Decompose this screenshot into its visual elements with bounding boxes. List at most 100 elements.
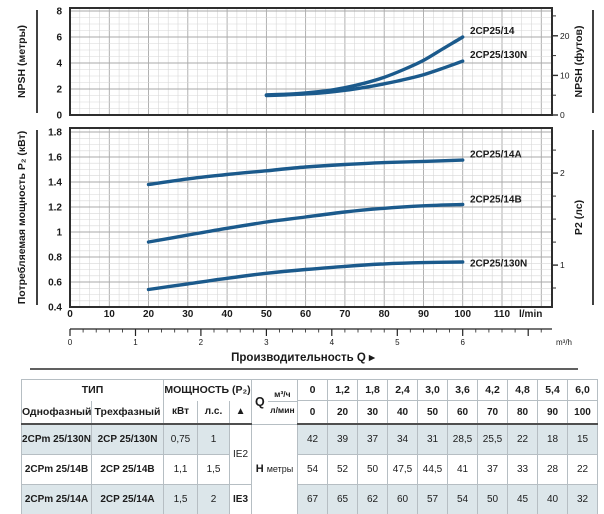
table-cell: 25,5 [477,423,509,455]
y-tick-label: 1.4 [48,178,62,189]
x-tick-label: 100 [454,309,471,320]
table-cell: 0,75 [163,423,199,455]
table-cell: 5,4 [537,379,569,401]
curve-2CP25/130N [146,260,465,292]
table-cell: 1,5 [163,484,199,514]
p2-chart: 0.4 0.6 0.8 1 1.2 1.4 1.6 1.8 1 2 2CP25/14A 2CP25/1… [16,127,594,314]
y-tick-label: 0.8 [48,253,62,264]
table-cell: 3,0 [417,379,449,401]
right-tick-label: 10 [560,70,570,80]
x-tick-label: 90 [418,309,430,320]
y-tick-label: 4 [56,59,62,70]
m3h-tick-label: 0 [68,338,73,347]
table-cell: 4,2 [477,379,509,401]
table-cell: 6,0 [567,379,599,401]
table-cell: 70 [477,400,509,425]
table-cell: 50 [477,484,509,514]
table-cell: 32 [567,484,599,514]
table-cell: 80 [507,400,539,425]
table-cell: 28,5 [447,423,479,455]
x-tick-label: 50 [261,309,273,320]
y-tick-label: 1.8 [48,128,62,139]
table-cell: 52 [327,454,359,485]
m3h-ruler: 0 1 2 3 4 5 6 m³/h [68,328,572,347]
table-cell: 2CPm 25/14A [21,484,92,514]
table-cell: 41 [447,454,479,485]
m3h-unit-label: m³/h [556,338,572,347]
table-cell: 4,8 [507,379,539,401]
table-cell: 3,6 [447,379,479,401]
table-row-14B: 2CPm 25/14B 2CP 25/14B 1,1 1,5 54 52 50 … [21,454,599,485]
y-tick-label: 1.6 [48,153,62,164]
table-cell: 60 [387,484,419,514]
q-unit-lmin: л/мин [270,404,295,415]
table-cell: 65 [327,484,359,514]
m3h-tick-label: 4 [330,338,335,347]
table-cell: 31 [417,423,449,455]
y-tick-label: 0.4 [48,303,62,314]
y-axis-title-right: P2 (лс) [573,200,585,235]
right-tick-label: 0 [560,110,565,120]
table-cell: 50 [417,400,449,425]
table-cell: 22 [507,423,539,455]
x-tick-label: 20 [143,309,155,320]
header-power: МОЩНОСТЬ (P₂) [163,379,253,401]
table-cell: 15 [567,423,599,455]
x-tick-label: 40 [222,309,234,320]
curve-label: 2CP25/130N [470,258,527,269]
x-tick-label: 110 [494,309,511,320]
table-cell: 30 [357,400,389,425]
header-three-phase: Трехфазный [90,400,165,425]
table-cell: 2CP 25/14A [90,484,165,514]
table-cell: 50 [357,454,389,485]
table-cell: 0 [297,379,329,401]
table-cell: 1,2 [327,379,359,401]
m3h-tick-label: 3 [264,338,269,347]
ie2-badge: IE2 [229,423,253,485]
curve-label: 2CP25/14A [470,150,522,161]
y-tick-label: 1.2 [48,203,62,214]
x-tick-label: 80 [379,309,391,320]
pump-table-wrap: ТИП МОЩНОСТЬ (P₂) Q м³/ч л/мин 0 1,2 1,8… [20,379,599,514]
table-cell: 60 [447,400,479,425]
right-tick-label: 2 [560,168,565,178]
table-header-row-1: ТИП МОЩНОСТЬ (P₂) Q м³/ч л/мин 0 1,2 1,8… [20,379,599,425]
table-cell: 28 [537,454,569,485]
curve-label: 2CP25/14B [470,195,522,206]
y-axis-title-right: NPSH (футов) [573,26,585,98]
table-cell: 1,5 [197,454,231,485]
right-tick-label: 20 [560,31,570,41]
m3h-tick-label: 5 [395,338,400,347]
x-unit-label: l/min [519,309,542,320]
table-cell: 0 [297,400,329,425]
pump-spec-table: ТИП МОЩНОСТЬ (P₂) Q м³/ч л/мин 0 1,2 1,8… [20,379,599,514]
table-cell: 57 [417,484,449,514]
x-tick-label: 10 [104,309,116,320]
table-cell: 1,8 [357,379,389,401]
h-label: H [255,463,264,476]
right-tick-label: 1 [560,260,565,270]
m3h-tick-label: 1 [133,338,138,347]
x-tick-label: 30 [182,309,194,320]
y-axis-title: Потребляемая мощность P₂ (кВт) [16,131,28,305]
curve-2CP25/14B [146,202,465,244]
header-single-phase: Однофазный [21,400,92,425]
header-tip: ТИП [20,379,165,401]
q-unit-m3h: м³/ч [267,386,297,403]
h-unit: метры [266,464,294,475]
npsh-chart: 0 2 4 6 8 0 10 20 2CP25/14 2CP25/130N NPSH (метры)… [16,7,594,122]
table-cell: 20 [327,400,359,425]
y-tick-label: 0.6 [48,278,62,289]
table-cell: 1,1 [163,454,199,485]
x-tick-label: 70 [339,309,351,320]
table-cell: 54 [447,484,479,514]
table-cell: 22 [567,454,599,485]
curve-label: 2CP25/130N [470,50,527,61]
table-cell: 54 [297,454,329,485]
y-tick-label: 2 [56,85,62,96]
table-cell: 2CP 25/14B [90,454,165,485]
curve-2CP25/130N [264,59,465,98]
table-cell: 33 [507,454,539,485]
